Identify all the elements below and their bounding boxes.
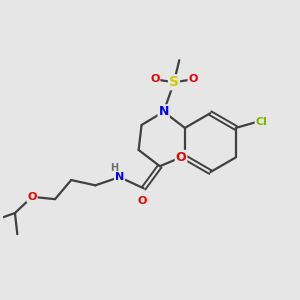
- Text: H: H: [110, 163, 118, 173]
- Text: O: O: [27, 192, 37, 202]
- Text: Cl: Cl: [256, 117, 267, 127]
- Text: O: O: [150, 74, 160, 84]
- Text: O: O: [188, 74, 198, 84]
- Text: S: S: [169, 75, 179, 89]
- Text: N: N: [115, 172, 124, 182]
- Text: O: O: [176, 151, 186, 164]
- Text: O: O: [137, 196, 147, 206]
- Text: N: N: [158, 105, 169, 118]
